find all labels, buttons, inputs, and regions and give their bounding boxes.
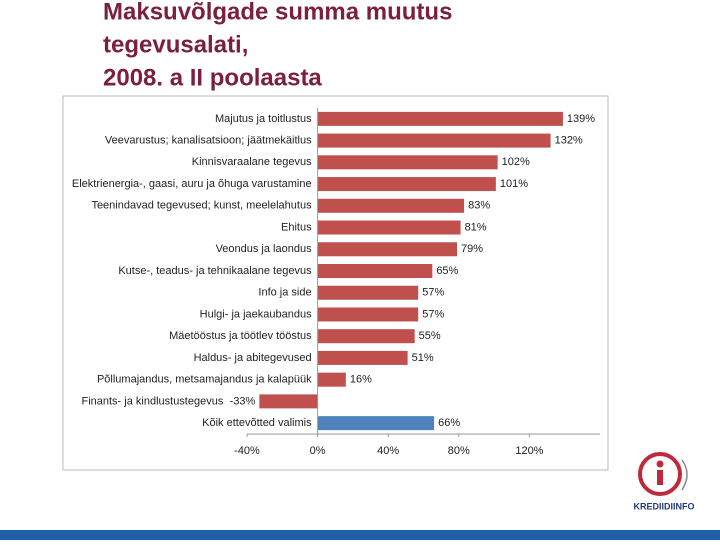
- category-label: Elektrienergia-, gaasi, auru ja õhuga va…: [72, 178, 312, 190]
- bar: [317, 111, 563, 126]
- value-label: 57%: [422, 287, 444, 299]
- bar: [317, 350, 408, 365]
- category-label: Veondus ja laondus: [216, 243, 313, 255]
- value-label: 132%: [555, 135, 583, 147]
- value-label: 66%: [438, 417, 460, 429]
- category-label: Teenindavad tegevused; kunst, meelelahut…: [91, 200, 312, 212]
- value-label: 81%: [465, 221, 487, 233]
- value-label: 57%: [422, 308, 444, 320]
- category-label: Hulgi- ja jaekaubandus: [200, 308, 312, 320]
- category-label: Kõik ettevõtted valimis: [202, 417, 312, 429]
- bar: [317, 220, 461, 235]
- x-tick-label: 0%: [310, 445, 326, 457]
- value-label: 101%: [500, 178, 528, 190]
- bar: [317, 198, 465, 213]
- logo-stem: [657, 470, 663, 485]
- logo-text: KREDIIDIINFO: [633, 501, 694, 511]
- bar: [317, 285, 419, 300]
- footer-bar: [0, 530, 720, 540]
- value-label: 65%: [436, 265, 458, 277]
- title-line: Maksuvõlgade summa muutus: [103, 0, 452, 25]
- value-label: 16%: [350, 374, 372, 386]
- bar: [317, 264, 433, 278]
- bar: [317, 329, 415, 344]
- title-line: 2008. a II poolaasta: [103, 64, 322, 91]
- value-label: 83%: [468, 200, 490, 212]
- value-label: 79%: [461, 243, 483, 255]
- logo-dot: [656, 460, 664, 468]
- bar: [317, 372, 346, 387]
- chart-frame: [62, 95, 609, 471]
- category-label: Kinnisvaraalane tegevus: [192, 156, 312, 168]
- x-tick-label: 80%: [448, 445, 470, 457]
- category-label: Veevarustus; kanalisatsioon; jäätmekäitl…: [105, 135, 312, 147]
- bar: [259, 394, 318, 409]
- category-label: Ehitus: [281, 221, 312, 233]
- value-label: 51%: [412, 352, 434, 364]
- category-label: Majutus ja toitlustus: [215, 113, 312, 125]
- value-label: 55%: [419, 330, 441, 342]
- title: Maksuvõlgade summa muutus tegevusalati, 20…: [103, 0, 452, 91]
- bar: [317, 307, 419, 322]
- category-label: Info ja side: [258, 287, 311, 299]
- value-label: 102%: [502, 156, 530, 168]
- category-label: Finants- ja kindlustustegevus: [81, 395, 223, 407]
- bar: [317, 177, 496, 192]
- logo-leaf: [681, 459, 688, 491]
- category-label: Haldus- ja abitegevused: [194, 352, 312, 364]
- bar: [317, 155, 498, 170]
- value-label: 139%: [567, 113, 595, 125]
- value-label: -33%: [230, 395, 256, 407]
- category-label: Põllumajandus, metsamajandus ja kalapüük: [97, 374, 312, 386]
- category-label: Kutse-, teadus- ja tehnikaalane tegevus: [118, 265, 312, 277]
- x-tick-label: 40%: [377, 445, 399, 457]
- title-line: tegevusalati,: [103, 31, 248, 58]
- x-tick-label: -40%: [234, 445, 260, 457]
- bar: [317, 133, 551, 148]
- logo: KREDIIDIINFO: [633, 452, 695, 511]
- category-label: Mäetööstus ja töötlev tööstus: [169, 330, 312, 342]
- bar: [317, 416, 435, 431]
- x-tick-label: 120%: [515, 445, 543, 457]
- plot: -40% 0% 40% 80% 120% 139% Majutus ja toitlustu…: [72, 108, 600, 457]
- bar: [317, 242, 458, 257]
